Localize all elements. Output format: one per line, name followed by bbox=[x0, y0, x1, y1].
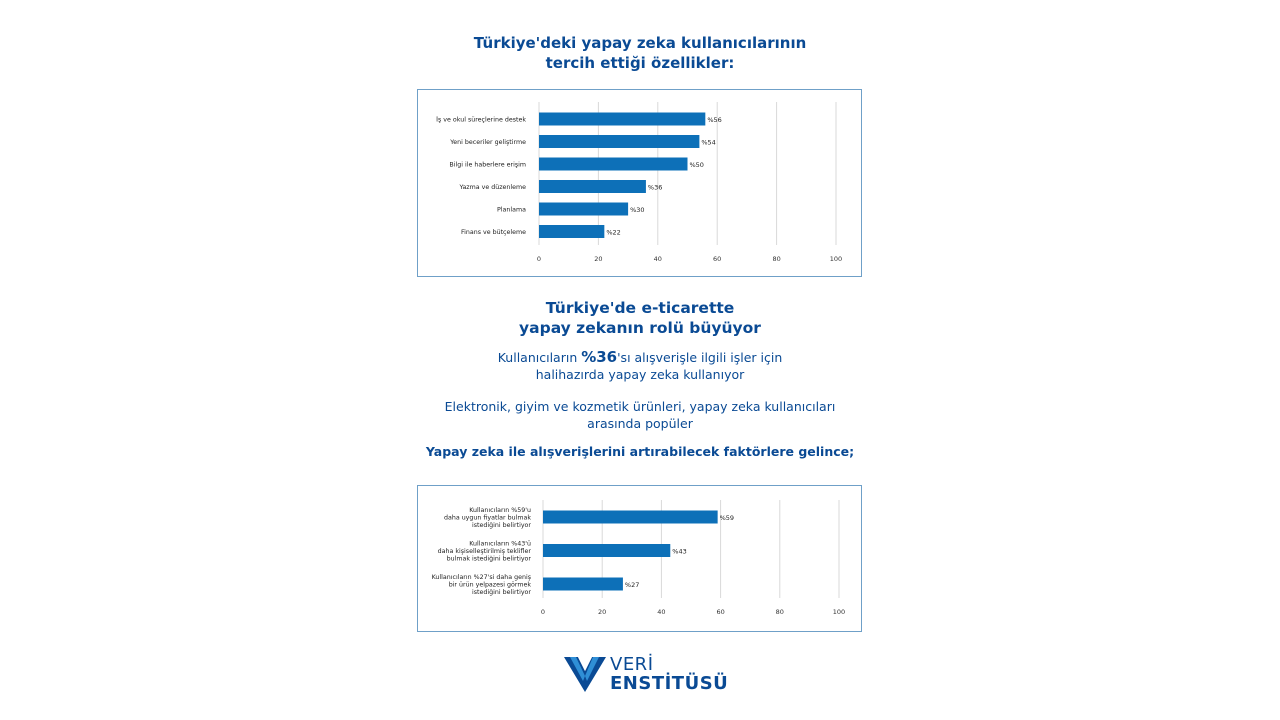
factors-subheading: Yapay zeka ile alışverişlerini artırabil… bbox=[425, 444, 855, 459]
chart1-category-label-4: Planlama bbox=[497, 206, 526, 213]
chart1-svg: 0 20 40 60 80 100 %56 İş ve okul süreçlerine de… bbox=[436, 102, 842, 263]
chart2-bar-0 bbox=[543, 510, 718, 524]
popular-line1: Elektronik, giyim ve kozmetik ürünleri, … bbox=[444, 399, 836, 414]
stat-line1: Kullanıcıların %36'sı alışverişle ilgili… bbox=[340, 349, 940, 366]
chart2-value-label-2: %27 bbox=[625, 581, 639, 589]
chart1-bar-3 bbox=[539, 180, 646, 193]
chart1-tick-label-3: 60 bbox=[713, 255, 721, 263]
chart1-tick-label-5: 100 bbox=[830, 255, 842, 263]
chart1-category-label-3: Yazma ve düzenleme bbox=[458, 184, 526, 191]
chart2-svg: 0 20 40 60 80 100 %59 Kullanıcıların %59'u daha … bbox=[432, 500, 845, 616]
stat-highlight: %36 bbox=[581, 348, 618, 366]
stat-suffix: 'sı alışverişle ilgili işler için bbox=[617, 350, 783, 365]
chart1-value-label-0: %56 bbox=[707, 116, 721, 124]
stat-prefix: Kullanıcıların bbox=[497, 350, 582, 365]
chart1-tick-label-1: 20 bbox=[594, 255, 602, 263]
chart1-tick-label-0: 0 bbox=[537, 255, 541, 263]
logo-v-icon bbox=[564, 657, 606, 692]
chart2-tick-label-0: 0 bbox=[541, 608, 545, 616]
section-title: Türkiye'de e-ticarette yapay zekanın rol… bbox=[340, 298, 940, 338]
chart1-value-label-4: %30 bbox=[630, 206, 644, 214]
chart1-category-label-0: İş ve okul süreçlerine destek bbox=[436, 114, 526, 123]
chart1-title-line1: Türkiye'deki yapay zeka kullanıcılarının bbox=[473, 34, 807, 52]
logo-line1: VERİ bbox=[610, 654, 654, 675]
chart1-category-label-5: Finans ve bütçeleme bbox=[461, 229, 526, 236]
popular-line2: arasında popüler bbox=[587, 416, 693, 431]
chart2-panel: 0 20 40 60 80 100 %59 Kullanıcıların %59'u daha … bbox=[417, 485, 862, 632]
chart1-panel: 0 20 40 60 80 100 %56 İş ve okul süreçlerine de… bbox=[417, 89, 862, 277]
section-title-line1: Türkiye'de e-ticarette bbox=[545, 299, 735, 317]
stat-line2: halihazırda yapay zeka kullanıyor bbox=[535, 367, 745, 382]
chart1-bar-1 bbox=[539, 135, 700, 148]
chart1-bar-4 bbox=[539, 202, 629, 216]
chart2-value-label-1: %43 bbox=[672, 548, 686, 556]
chart1-value-label-3: %36 bbox=[648, 184, 662, 192]
chart2-bar-2 bbox=[543, 577, 623, 591]
chart1-value-label-5: %22 bbox=[606, 229, 620, 237]
chart1-bar-5 bbox=[539, 225, 605, 238]
chart2-tick-label-3: 60 bbox=[716, 608, 724, 616]
chart2-tick-label-5: 100 bbox=[833, 608, 845, 616]
chart1-category-label-1: Yeni beceriler geliştirme bbox=[449, 139, 526, 146]
stat-paragraph: Kullanıcıların %36'sı alışverişle ilgili… bbox=[340, 349, 940, 383]
logo-text: VERİ ENSTİTÜSÜ bbox=[610, 655, 728, 693]
chart1-value-label-2: %50 bbox=[690, 161, 704, 169]
chart2-value-label-0: %59 bbox=[720, 514, 734, 522]
chart2-category-label-1: Kullanıcıların %43'ü daha kişiselleştiril… bbox=[438, 540, 532, 562]
chart1-value-label-1: %54 bbox=[701, 139, 715, 147]
chart1-category-label-2: Bilgi ile haberlere erişim bbox=[449, 161, 526, 168]
popular-paragraph: Elektronik, giyim ve kozmetik ürünleri, … bbox=[340, 398, 940, 432]
chart1-title-line2: tercih ettiği özellikler: bbox=[545, 54, 735, 72]
chart1-bar-0 bbox=[539, 112, 706, 126]
chart2-bar-1 bbox=[543, 544, 671, 557]
chart2-tick-label-1: 20 bbox=[598, 608, 606, 616]
chart1-bar-2 bbox=[539, 157, 688, 171]
chart1-title: Türkiye'deki yapay zeka kullanıcılarının… bbox=[340, 33, 940, 73]
chart1-tick-label-2: 40 bbox=[654, 255, 662, 263]
chart1-tick-label-4: 80 bbox=[772, 255, 780, 263]
section-title-line2: yapay zekanın rolü büyüyor bbox=[519, 319, 761, 337]
chart2-category-label-0: Kullanıcıların %59'u daha uygun fiyatlar … bbox=[444, 507, 531, 529]
logo-line2: ENSTİTÜSÜ bbox=[610, 673, 729, 694]
chart2-tick-label-4: 80 bbox=[776, 608, 784, 616]
veri-enstitusu-logo: VERİ ENSTİTÜSÜ bbox=[562, 654, 728, 696]
chart2-tick-label-2: 40 bbox=[657, 608, 665, 616]
chart2-category-label-2: Kullanıcıların %27'si daha geniş bir ürün… bbox=[432, 574, 532, 596]
